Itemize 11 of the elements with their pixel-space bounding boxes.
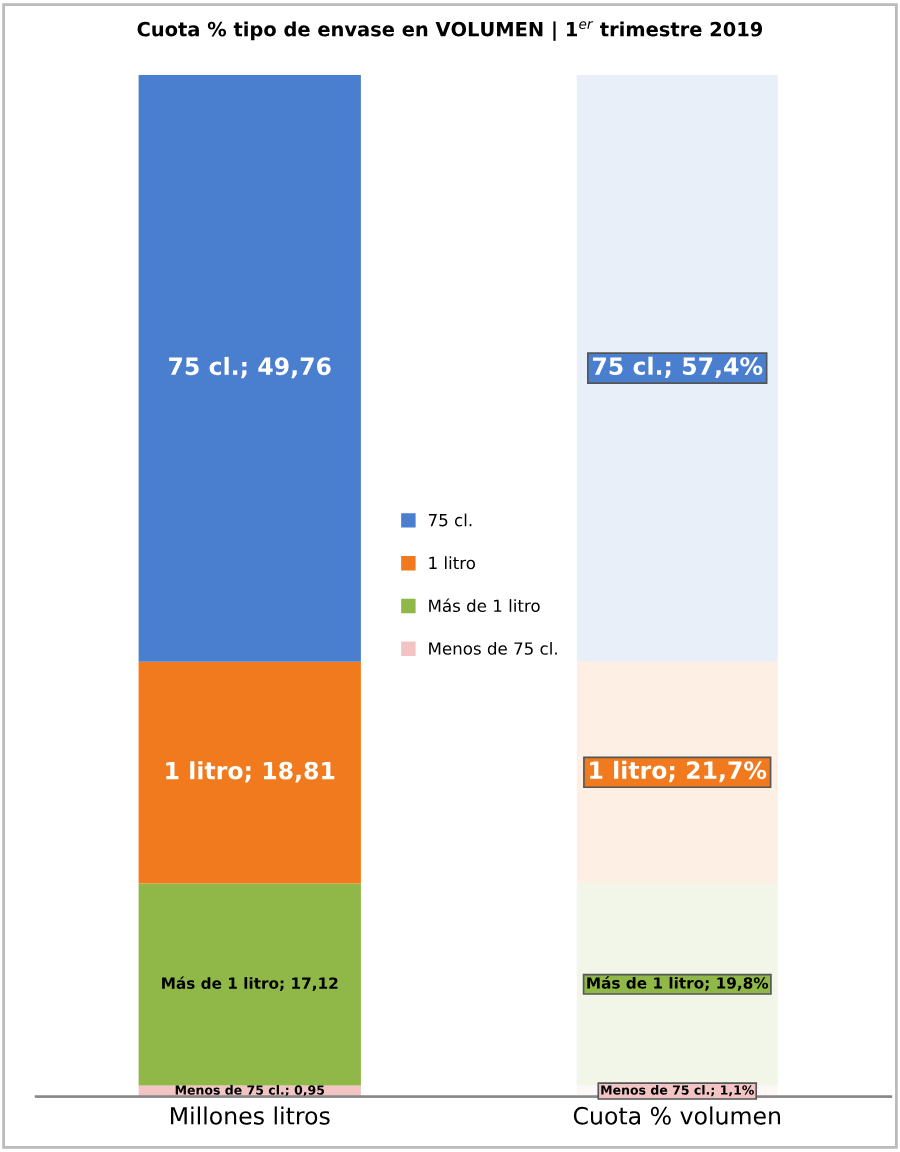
x-tick-label: Millones litros: [171, 1106, 330, 1125]
legend-label: 1 litro: [429, 556, 476, 570]
legend-label: Más de 1 litro: [429, 598, 540, 613]
legend-label: 75 cl.: [428, 513, 472, 527]
data-label: 75 cl.; 49,76: [169, 356, 331, 379]
data-label: 1 litro; 21,7%: [590, 760, 767, 783]
legend-label: Menos de 75 cl.: [429, 641, 557, 655]
x-tick-label: Cuota % volumen: [573, 1106, 780, 1125]
data-label: 1 litro; 18,81: [166, 761, 335, 783]
data-label: 75 cl.; 57,4%: [592, 356, 763, 379]
chart-title: Cuota % tipo de envase en VOLUMEN | 1$^{er}$ trimestre 2019: [137, 21, 763, 41]
